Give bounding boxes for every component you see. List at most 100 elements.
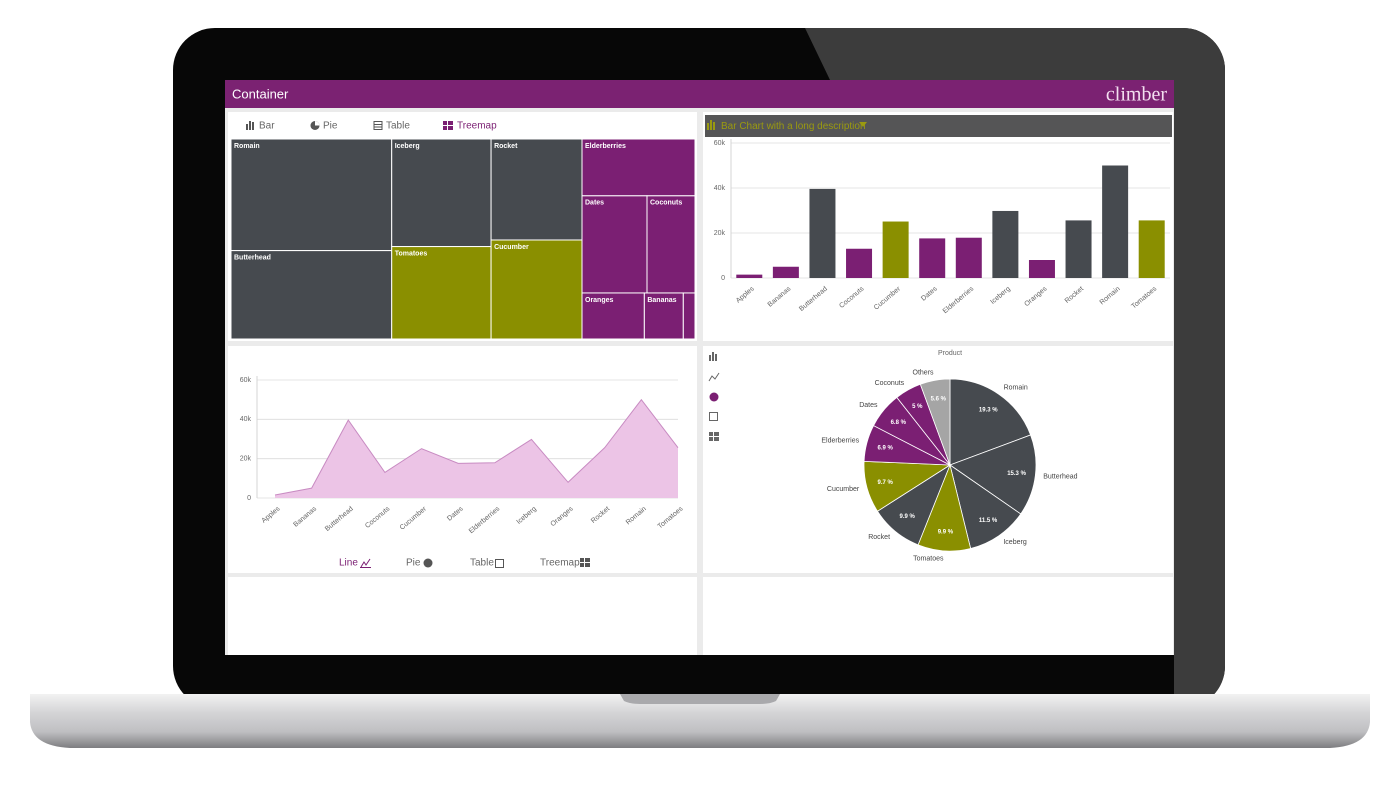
icon[interactable] (709, 392, 719, 402)
treemap-cell (581, 292, 645, 340)
slice-label: Coconuts (875, 380, 905, 387)
treemap-cell (391, 138, 492, 248)
chart-type-icons (708, 352, 720, 441)
treemap-cell (490, 138, 583, 241)
tab-label[interactable]: Table (470, 558, 494, 569)
chart-title[interactable]: Bar Chart with a long description (721, 121, 866, 132)
value-label: 5.6 % (931, 397, 947, 403)
treemap-label: Bananas (647, 297, 676, 304)
tab[interactable]: Pie (406, 558, 433, 569)
pie-slice (919, 378, 951, 466)
bar (955, 237, 982, 278)
value-label: 5 % (912, 404, 923, 410)
icon[interactable] (708, 372, 720, 382)
y-tick-label: 20k (714, 230, 726, 237)
icon (443, 126, 447, 130)
tab[interactable]: Treemap (443, 121, 497, 132)
icon (443, 121, 447, 125)
treemap-cell (490, 239, 583, 340)
slice-label: Cucumber (827, 486, 860, 493)
treemap-cell (391, 246, 492, 340)
icon (585, 558, 590, 562)
y-tick-label: 40k (240, 416, 252, 423)
treemap-label: Elderberries (585, 143, 626, 150)
treemap-label: Oranges (585, 297, 614, 304)
treemap-label: Dates (585, 200, 604, 207)
tab[interactable]: Table (470, 558, 504, 569)
icon[interactable] (715, 354, 717, 361)
icon (495, 559, 504, 568)
treemap-cell (581, 138, 696, 197)
icon (373, 121, 383, 130)
icon (710, 120, 712, 130)
y-tick-label: 60k (714, 140, 726, 147)
treemap-cell (646, 195, 696, 294)
treemap-label: Romain (234, 143, 260, 150)
value-label: 19.3 % (979, 407, 998, 413)
bezel-reflection (805, 28, 1225, 708)
icon (707, 123, 709, 130)
icon[interactable] (709, 437, 713, 441)
treemap-cell (230, 250, 393, 340)
icon[interactable] (709, 355, 711, 361)
panel (703, 577, 1173, 655)
bar (992, 210, 1019, 278)
icon (448, 121, 453, 125)
chart-header (705, 115, 1172, 137)
slice-label: Others (913, 369, 935, 376)
icon (360, 558, 371, 568)
pie-slice (949, 434, 1037, 515)
tab[interactable]: Treemap (540, 558, 590, 569)
value-label: 9.9 % (900, 514, 916, 520)
value-label: 6.8 % (891, 420, 907, 426)
slice-label: Tomatoes (913, 556, 944, 563)
icon (713, 122, 715, 130)
panel (703, 112, 1173, 341)
slice-label: Butterhead (1043, 473, 1077, 480)
tab-label[interactable]: Pie (323, 121, 338, 132)
tab[interactable]: Pie (310, 121, 338, 132)
tab-label[interactable]: Bar (259, 121, 275, 132)
treemap-label: Cucumber (494, 244, 529, 251)
tab-label[interactable]: Pie (406, 558, 421, 569)
treemap-label: Iceberg (395, 143, 420, 150)
y-tick-label: 40k (714, 185, 726, 192)
y-tick-label: 0 (247, 495, 251, 502)
tab[interactable]: Bar (246, 121, 275, 132)
icon (423, 558, 433, 568)
treemap-label: Butterhead (234, 254, 271, 261)
treemap-cell (682, 292, 696, 340)
icon (580, 558, 584, 562)
slice-label: Romain (1004, 385, 1028, 392)
treemap-cell (230, 138, 393, 252)
panel (228, 577, 697, 655)
dropdown-arrow[interactable] (859, 122, 867, 127)
treemap-cell (581, 195, 648, 294)
bar (919, 238, 946, 278)
icon[interactable] (714, 432, 719, 436)
tab-label[interactable]: Table (386, 121, 410, 132)
area (275, 399, 678, 498)
treemap-label: Tomatoes (395, 250, 428, 257)
tab-label[interactable]: Treemap (457, 121, 497, 132)
icon[interactable] (712, 352, 714, 361)
tab[interactable]: Table (373, 121, 410, 132)
icon (249, 121, 251, 130)
tab-label[interactable]: Line (339, 558, 358, 569)
treemap-cell (643, 292, 684, 340)
icon[interactable] (709, 432, 713, 436)
tab-label[interactable]: Treemap (540, 558, 580, 569)
header-bar (225, 80, 1174, 108)
icon (448, 126, 453, 130)
icon[interactable] (709, 412, 718, 421)
chart-title: Product (938, 350, 962, 357)
tab[interactable]: Line (339, 558, 371, 569)
line (274, 398, 679, 496)
slice-label: Iceberg (1003, 539, 1026, 546)
y-tick-label: 60k (240, 377, 252, 384)
value-label: 9.7 % (878, 480, 894, 486)
icon[interactable] (714, 437, 719, 441)
logo: climber (1106, 84, 1167, 106)
